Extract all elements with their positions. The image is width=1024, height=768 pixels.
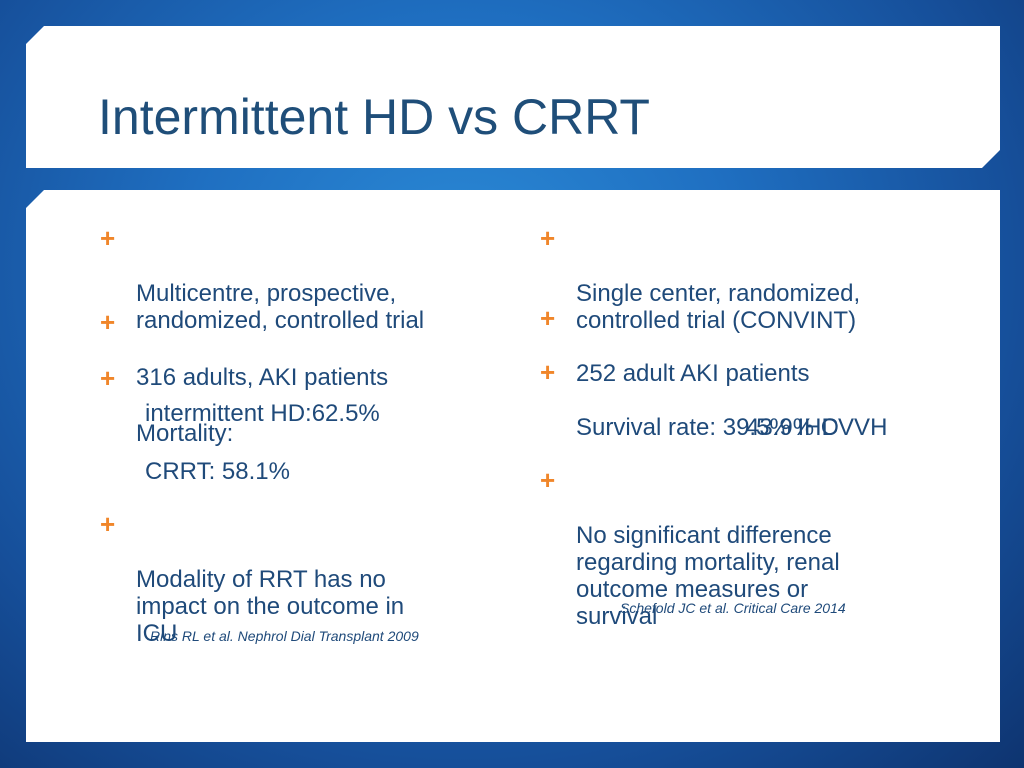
plus-bullet-icon: +: [100, 509, 116, 539]
plus-bullet-icon: +: [100, 307, 116, 337]
bullet-text: Multicentre, prospective, randomized, co…: [136, 280, 425, 334]
mortality-ihd-line: intermittent HD:62.5%: [145, 400, 380, 427]
bullet-patients-left: + 316 adults, AKI patients: [100, 307, 389, 392]
plus-bullet-icon: +: [540, 357, 556, 387]
mortality-crrt-line: CRRT: 58.1%: [145, 458, 290, 485]
bullet-text: 252 adult AKI patients: [576, 360, 810, 387]
content-panel: [26, 190, 1000, 742]
bullet-text: Single center, randomized, controlled tr…: [576, 280, 861, 334]
bullet-no-difference: + No significant difference regarding mo…: [540, 465, 840, 631]
citation-right: Schefold JC et al. Critical Care 2014: [620, 600, 846, 616]
slide-title: Intermittent HD vs CRRT: [98, 89, 650, 145]
plus-bullet-icon: +: [100, 363, 116, 393]
bullet-text: 316 adults, AKI patients: [136, 364, 389, 391]
bullet-text: Modality of RRT has no impact on the out…: [136, 566, 405, 647]
bullet-survival-rate: + Survival rate: 39.5% IHD: [540, 357, 839, 442]
citation-left: Rins RL et al. Nephrol Dial Transplant 2…: [150, 628, 419, 644]
survival-cvvh-line: 43.9% CVVH: [746, 414, 888, 441]
bullet-text: Survival rate: 39.5% IHD: [576, 414, 839, 441]
bullet-modality: + Modality of RRT has no impact on the o…: [100, 509, 405, 648]
bullet-patients-right: + 252 adult AKI patients: [540, 303, 810, 388]
plus-bullet-icon: +: [100, 223, 116, 253]
bullet-text: Mortality:: [136, 420, 234, 447]
title-panel: [26, 26, 1000, 168]
plus-bullet-icon: +: [540, 223, 556, 253]
bullet-mortality: + Mortality:: [100, 363, 234, 448]
plus-bullet-icon: +: [540, 303, 556, 333]
bullet-study-design-left: + Multicentre, prospective, randomized, …: [100, 223, 425, 335]
plus-bullet-icon: +: [540, 465, 556, 495]
bullet-study-design-right: + Single center, randomized, controlled …: [540, 223, 861, 335]
bullet-text: No significant difference regarding mort…: [576, 522, 840, 630]
